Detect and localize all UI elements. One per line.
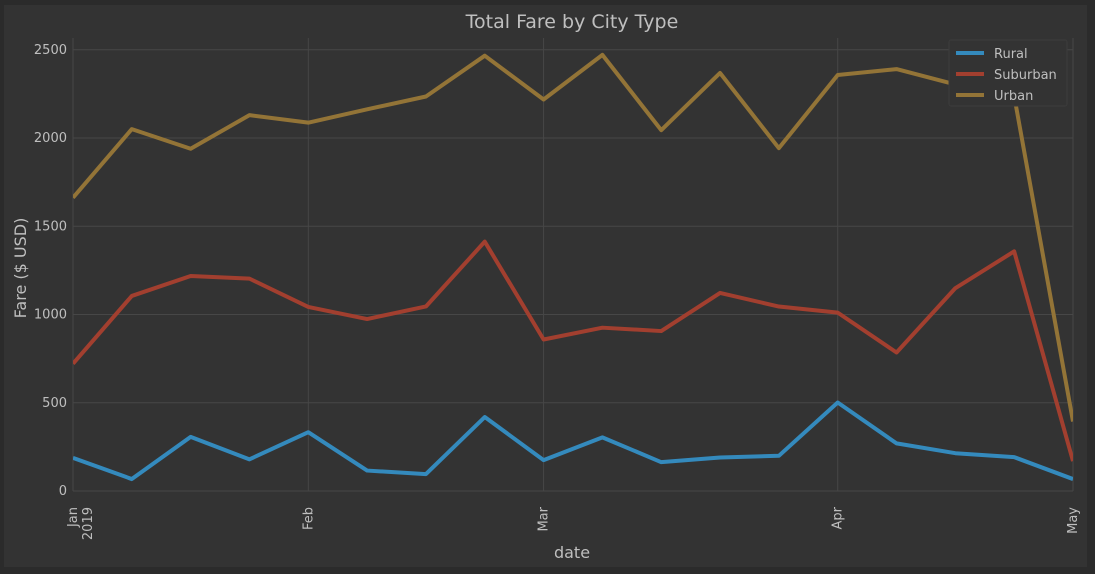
series-line-suburban <box>73 239 1073 462</box>
x-tick-sublabel: 2019 <box>81 507 96 540</box>
x-tick-label: May <box>1066 507 1081 534</box>
y-tick-label: 500 <box>42 396 67 411</box>
axis-layer: 0 500 1000 1500 2000 2500 Jan 2019 Feb Mar Apr May <box>34 43 1081 540</box>
y-tick-label: 0 <box>59 484 67 499</box>
legend-label-urban: Urban <box>994 89 1033 104</box>
x-tick-label: Mar <box>537 506 552 531</box>
legend-box <box>948 39 1068 107</box>
legend: Rural Suburban Urban <box>948 39 1068 107</box>
grid-layer <box>72 38 1074 492</box>
y-tick-label: 2000 <box>34 131 67 146</box>
series-line-rural <box>73 400 1073 482</box>
legend-label-rural: Rural <box>994 47 1028 62</box>
y-tick-label: 2500 <box>34 43 67 58</box>
x-tick-label: Feb <box>301 507 316 530</box>
y-tick-label: 1500 <box>34 219 67 234</box>
chart-title: Total Fare by City Type <box>465 11 679 33</box>
x-axis-label: date <box>554 543 590 562</box>
x-tick-label: Jan <box>66 507 81 528</box>
y-axis-label: Fare ($ USD) <box>11 218 30 319</box>
x-tick-label: Apr <box>831 506 846 529</box>
series-line-urban <box>73 52 1073 422</box>
y-tick-label: 1000 <box>34 308 67 323</box>
series-layer <box>73 52 1073 482</box>
legend-label-suburban: Suburban <box>994 68 1057 83</box>
